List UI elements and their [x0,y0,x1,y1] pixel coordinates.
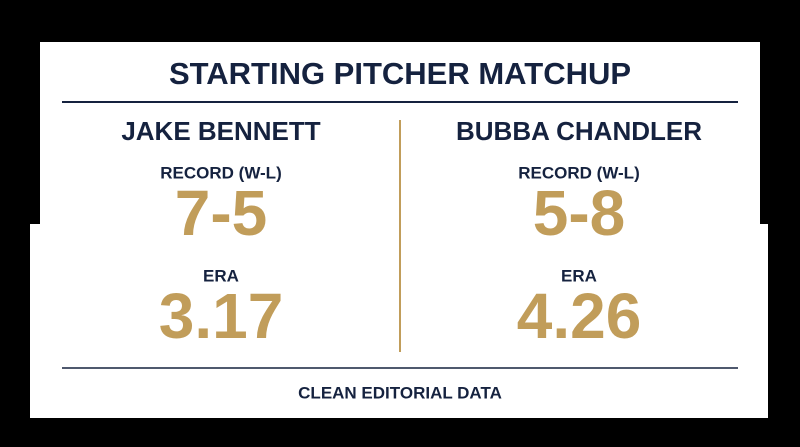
stat-label: RECORD (W-L) [518,163,639,182]
footer: CLEAN EDITORIAL DATA [298,383,502,402]
stat-value: 7-5 [175,177,268,249]
stat-label: RECORD (W-L) [160,163,281,182]
stat-value: 4.26 [517,280,642,352]
pitcher-name: JAKE BENNETT [121,116,320,146]
title: STARTING PITCHER MATCHUP [169,56,631,91]
stat-label: ERA [561,266,597,285]
stat-label: ERA [203,266,239,285]
pitcher-name: BUBBA CHANDLER [456,116,702,146]
stat-value: 3.17 [159,280,284,352]
stat-value: 5-8 [533,177,626,249]
